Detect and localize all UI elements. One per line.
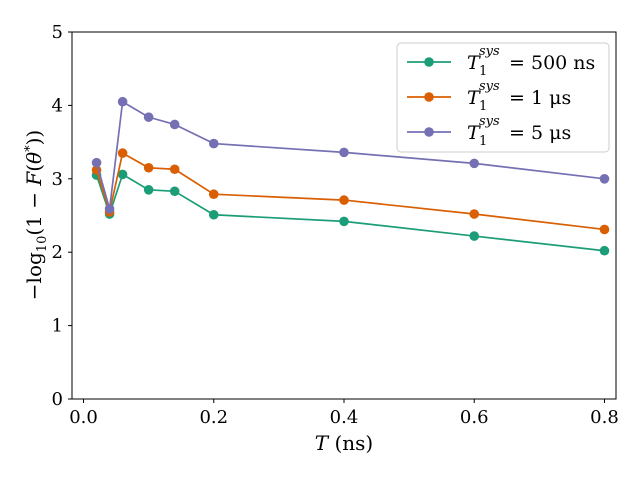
data-point xyxy=(469,231,480,241)
y-tick-label: 1 xyxy=(52,316,63,337)
legend-box xyxy=(396,42,610,153)
y-axis-label: −log10(1 − F(θ*)) xyxy=(22,130,50,300)
series-layer xyxy=(91,96,610,256)
y-tick-label: 4 xyxy=(52,95,63,116)
data-point xyxy=(339,216,349,227)
y-axis-ticks: 0 1 2 3 4 5 xyxy=(52,22,72,410)
legend-marker xyxy=(424,92,434,102)
data-point xyxy=(143,185,154,195)
x-tick-label: 0.6 xyxy=(460,407,489,428)
x-tick-label: 0.0 xyxy=(69,407,98,428)
legend-entry: T1sys = 5 μs xyxy=(407,114,571,149)
data-point xyxy=(104,204,115,214)
data-point xyxy=(469,209,480,219)
y-tick-label: 0 xyxy=(52,389,63,410)
data-point xyxy=(117,96,128,107)
data-point xyxy=(169,164,180,175)
data-point xyxy=(169,119,180,130)
legend-entry: T1sys = 500 ns xyxy=(407,44,595,79)
data-point xyxy=(169,186,180,197)
series-3 xyxy=(91,96,610,214)
data-point xyxy=(339,147,349,158)
data-point xyxy=(208,209,219,220)
y-tick-label: 2 xyxy=(52,242,63,263)
data-point xyxy=(117,148,128,158)
legend-marker xyxy=(424,127,434,137)
data-point xyxy=(208,189,219,200)
x-axis-ticks: 0.0 0.2 0.4 0.6 0.8 xyxy=(69,399,619,428)
legend-label: T1sys = 1 μs xyxy=(467,79,571,114)
data-point xyxy=(469,158,480,169)
data-point xyxy=(143,112,154,122)
legend-label: T1sys = 500 ns xyxy=(467,44,595,79)
legend-entry: T1sys = 1 μs xyxy=(407,79,571,114)
data-point xyxy=(599,245,610,256)
data-point xyxy=(339,195,349,205)
data-point xyxy=(208,138,219,149)
x-tick-label: 0.8 xyxy=(590,407,619,428)
data-point xyxy=(91,157,102,168)
data-point xyxy=(599,224,610,235)
data-point xyxy=(599,174,610,184)
data-point xyxy=(143,162,154,173)
x-tick-label: 0.4 xyxy=(330,407,359,428)
data-point xyxy=(117,169,128,180)
series-1 xyxy=(91,169,610,256)
x-axis-label: T (ns) xyxy=(315,431,373,455)
legend-label: T1sys = 5 μs xyxy=(467,114,571,149)
series-line xyxy=(95,173,605,252)
y-tick-label: 3 xyxy=(52,169,63,190)
plot-area: 0.0 0.2 0.4 0.6 0.8 0 1 2 3 4 5 xyxy=(52,22,619,428)
y-tick-label: 5 xyxy=(52,22,63,43)
x-tick-label: 0.2 xyxy=(199,407,228,428)
legend-marker xyxy=(424,57,434,67)
